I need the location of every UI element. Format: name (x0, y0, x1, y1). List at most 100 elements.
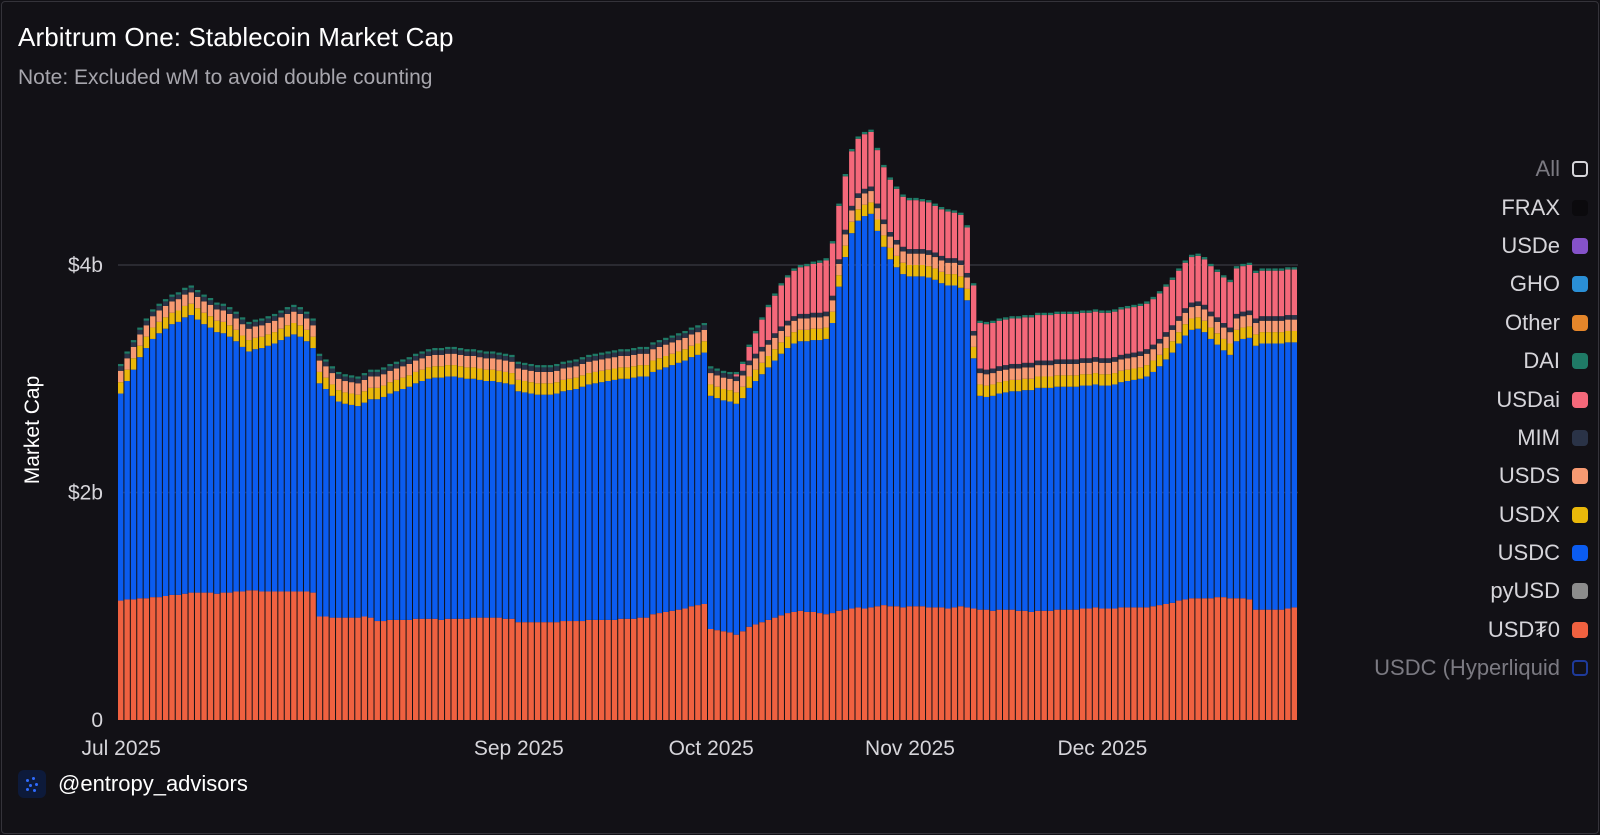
bar-segment-usd-0[interactable] (1060, 609, 1067, 720)
bar-stack[interactable] (560, 361, 566, 720)
legend-item-frax[interactable]: FRAX (1501, 188, 1588, 226)
bar-segment-usd-0[interactable] (425, 618, 432, 720)
bar-segment-usd-0[interactable] (271, 591, 278, 720)
bar-segment-usdai[interactable] (810, 263, 817, 313)
bar-segment-usdai[interactable] (970, 285, 977, 331)
bar-segment-usd-0[interactable] (201, 592, 207, 720)
bar-segment-mim[interactable] (829, 295, 836, 301)
bar-segment-usdx[interactable] (1092, 373, 1099, 385)
bar-segment-mim[interactable] (483, 353, 489, 359)
bar-segment-usdc[interactable] (746, 387, 752, 627)
bar-segment-usd-0[interactable] (579, 621, 586, 720)
bar-segment-usd-0[interactable] (1054, 609, 1060, 720)
bar-segment-mim[interactable] (1131, 352, 1137, 358)
bar-segment-usd-0[interactable] (791, 611, 797, 720)
bar-segment-usds[interactable] (631, 354, 637, 367)
bar-segment-usdx[interactable] (342, 392, 348, 404)
bar-stack[interactable] (791, 268, 797, 720)
bar-segment-usdai[interactable] (765, 307, 772, 341)
bar-segment-usdc[interactable] (695, 354, 701, 606)
bar-segment-dai[interactable] (483, 351, 489, 354)
bar-segment-usdai[interactable] (797, 267, 804, 314)
bar-segment-usdc[interactable] (1118, 382, 1124, 608)
bar-segment-usd-0[interactable] (829, 613, 836, 720)
bar-segment-usd-0[interactable] (419, 618, 425, 720)
bar-segment-mim[interactable] (919, 249, 926, 254)
bar-segment-usdx[interactable] (1259, 332, 1265, 344)
bar-segment-usds[interactable] (1272, 320, 1278, 333)
bar-segment-mim[interactable] (182, 290, 188, 295)
bar-segment-usdai[interactable] (958, 214, 964, 261)
bar-stack[interactable] (746, 344, 752, 720)
bar-segment-usdx[interactable] (906, 265, 913, 277)
bar-segment-mim[interactable] (515, 363, 522, 369)
bar-segment-dai[interactable] (303, 311, 310, 314)
bar-segment-usdx[interactable] (1112, 373, 1118, 385)
bar-stack[interactable] (464, 349, 470, 720)
bar-segment-usdc[interactable] (868, 213, 874, 608)
bar-segment-usdc[interactable] (874, 230, 881, 607)
bar-segment-usd-0[interactable] (477, 617, 483, 721)
bar-segment-usd-0[interactable] (817, 613, 823, 720)
bar-segment-usdai[interactable] (1035, 315, 1041, 361)
bar-segment-usdx[interactable] (1073, 375, 1079, 387)
bar-segment-usds[interactable] (227, 313, 233, 326)
bar-segment-usd-0[interactable] (560, 621, 566, 720)
bar-segment-usds[interactable] (1265, 320, 1272, 333)
bar-segment-dai[interactable] (1137, 303, 1144, 306)
bar-segment-usdx[interactable] (695, 343, 701, 355)
bar-segment-usdx[interactable] (464, 367, 470, 379)
bar-segment-usds[interactable] (278, 317, 284, 329)
bar-segment-mim[interactable] (881, 219, 887, 225)
bar-segment-usdai[interactable] (1015, 318, 1022, 364)
bar-segment-usds[interactable] (547, 371, 554, 384)
bar-segment-dai[interactable] (1131, 304, 1137, 308)
bar-segment-usdc[interactable] (438, 377, 445, 620)
bar-segment-mim[interactable] (938, 255, 945, 261)
bar-stack[interactable] (124, 351, 130, 720)
bar-segment-usdc[interactable] (996, 393, 1002, 610)
bar-segment-dai[interactable] (714, 368, 720, 371)
bar-segment-usdc[interactable] (387, 393, 393, 620)
bar-segment-mim[interactable] (1195, 301, 1201, 306)
bar-segment-usds[interactable] (765, 344, 772, 356)
bar-segment-usdx[interactable] (919, 265, 926, 277)
bar-segment-usdx[interactable] (547, 383, 554, 395)
bar-stack[interactable] (137, 327, 143, 720)
bar-segment-mim[interactable] (964, 272, 970, 278)
bar-stack[interactable] (1176, 268, 1182, 720)
bar-segment-usd-0[interactable] (598, 619, 605, 720)
bar-stack[interactable] (810, 261, 817, 720)
legend-item-other[interactable]: Other (1505, 304, 1588, 342)
bar-segment-dai[interactable] (637, 346, 643, 350)
bar-stack[interactable] (432, 348, 438, 720)
bar-segment-dai[interactable] (361, 373, 368, 376)
bar-stack[interactable] (342, 374, 348, 721)
bar-stack[interactable] (598, 352, 605, 720)
legend-item-all[interactable]: All (1536, 150, 1588, 188)
bar-segment-usdx[interactable] (118, 382, 124, 394)
bar-segment-dai[interactable] (393, 361, 400, 364)
bar-segment-usdai[interactable] (951, 212, 958, 259)
bar-segment-usds[interactable] (874, 208, 881, 220)
bar-segment-usd-0[interactable] (143, 598, 150, 720)
bar-segment-mim[interactable] (1156, 338, 1163, 344)
bar-segment-usds[interactable] (239, 324, 246, 336)
bar-segment-usdx[interactable] (432, 366, 438, 378)
bar-segment-usds[interactable] (823, 316, 829, 328)
bar-segment-usdx[interactable] (528, 382, 534, 394)
bar-segment-usd-0[interactable] (1233, 598, 1240, 720)
bar-segment-dai[interactable] (958, 212, 964, 215)
bar-segment-usdx[interactable] (1278, 332, 1285, 344)
bar-stack[interactable] (502, 353, 509, 720)
bar-segment-usdx[interactable] (1195, 317, 1201, 329)
bar-segment-usdc[interactable] (393, 391, 400, 620)
bar-segment-usds[interactable] (643, 353, 650, 366)
bar-stack[interactable] (1112, 309, 1118, 720)
bar-segment-usds[interactable] (323, 366, 329, 378)
bar-segment-usds[interactable] (400, 366, 406, 378)
bar-segment-usd-0[interactable] (393, 619, 400, 720)
bar-segment-mim[interactable] (1079, 358, 1086, 363)
bar-stack[interactable] (419, 351, 425, 720)
bar-segment-usdx[interactable] (727, 390, 733, 402)
